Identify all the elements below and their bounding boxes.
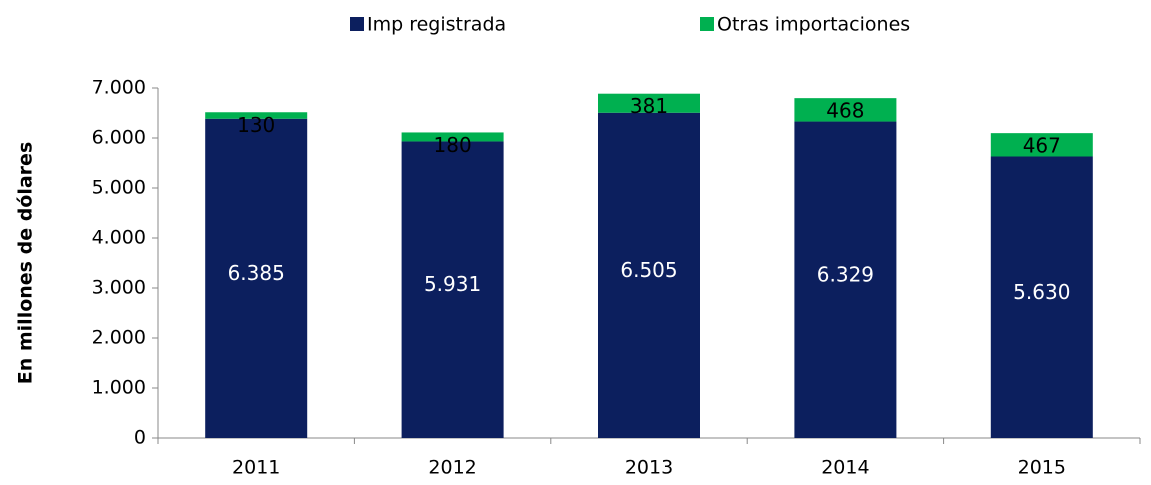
x-tick-label: 2012	[428, 457, 476, 479]
y-tick-label: 6.000	[92, 127, 146, 149]
bar-segment	[598, 112, 700, 438]
y-axis-label: En millones de dólares	[15, 142, 37, 385]
legend-label: Imp registrada	[367, 14, 506, 36]
y-tick-label: 1.000	[92, 377, 146, 399]
value-label: 5.630	[1013, 280, 1070, 304]
x-tick-label: 2014	[821, 457, 869, 479]
value-label: 180	[434, 133, 472, 157]
bar-segment	[205, 118, 308, 438]
value-label: 5.931	[424, 272, 481, 296]
legend-swatch	[700, 17, 714, 31]
bar-segment	[598, 93, 700, 113]
x-tick-label: 2013	[625, 457, 673, 479]
value-label: 468	[826, 99, 864, 123]
y-tick-label: 5.000	[92, 177, 146, 199]
value-label: 6.385	[228, 261, 285, 285]
value-label: 6.505	[620, 258, 677, 282]
bar-segment	[401, 141, 504, 438]
y-tick-label: 4.000	[92, 227, 146, 249]
x-tick-label: 2011	[232, 457, 280, 479]
value-label: 6.329	[817, 262, 874, 286]
value-label: 381	[630, 94, 668, 118]
y-tick-label: 3.000	[92, 277, 146, 299]
y-tick-label: 2.000	[92, 327, 146, 349]
bar-segment	[401, 132, 504, 142]
bar-segment	[205, 112, 308, 119]
bar-segment	[794, 98, 897, 122]
legend-swatch	[350, 17, 364, 31]
x-tick-label: 2015	[1018, 457, 1066, 479]
y-tick-label: 0	[134, 427, 146, 449]
bar-segment	[990, 156, 1093, 438]
value-label: 130	[237, 113, 275, 137]
value-label: 467	[1023, 134, 1061, 158]
y-tick-label: 7.000	[92, 77, 146, 99]
bar-segment	[794, 121, 897, 439]
legend-label: Otras importaciones	[717, 14, 910, 36]
bar-segment	[990, 133, 1093, 157]
